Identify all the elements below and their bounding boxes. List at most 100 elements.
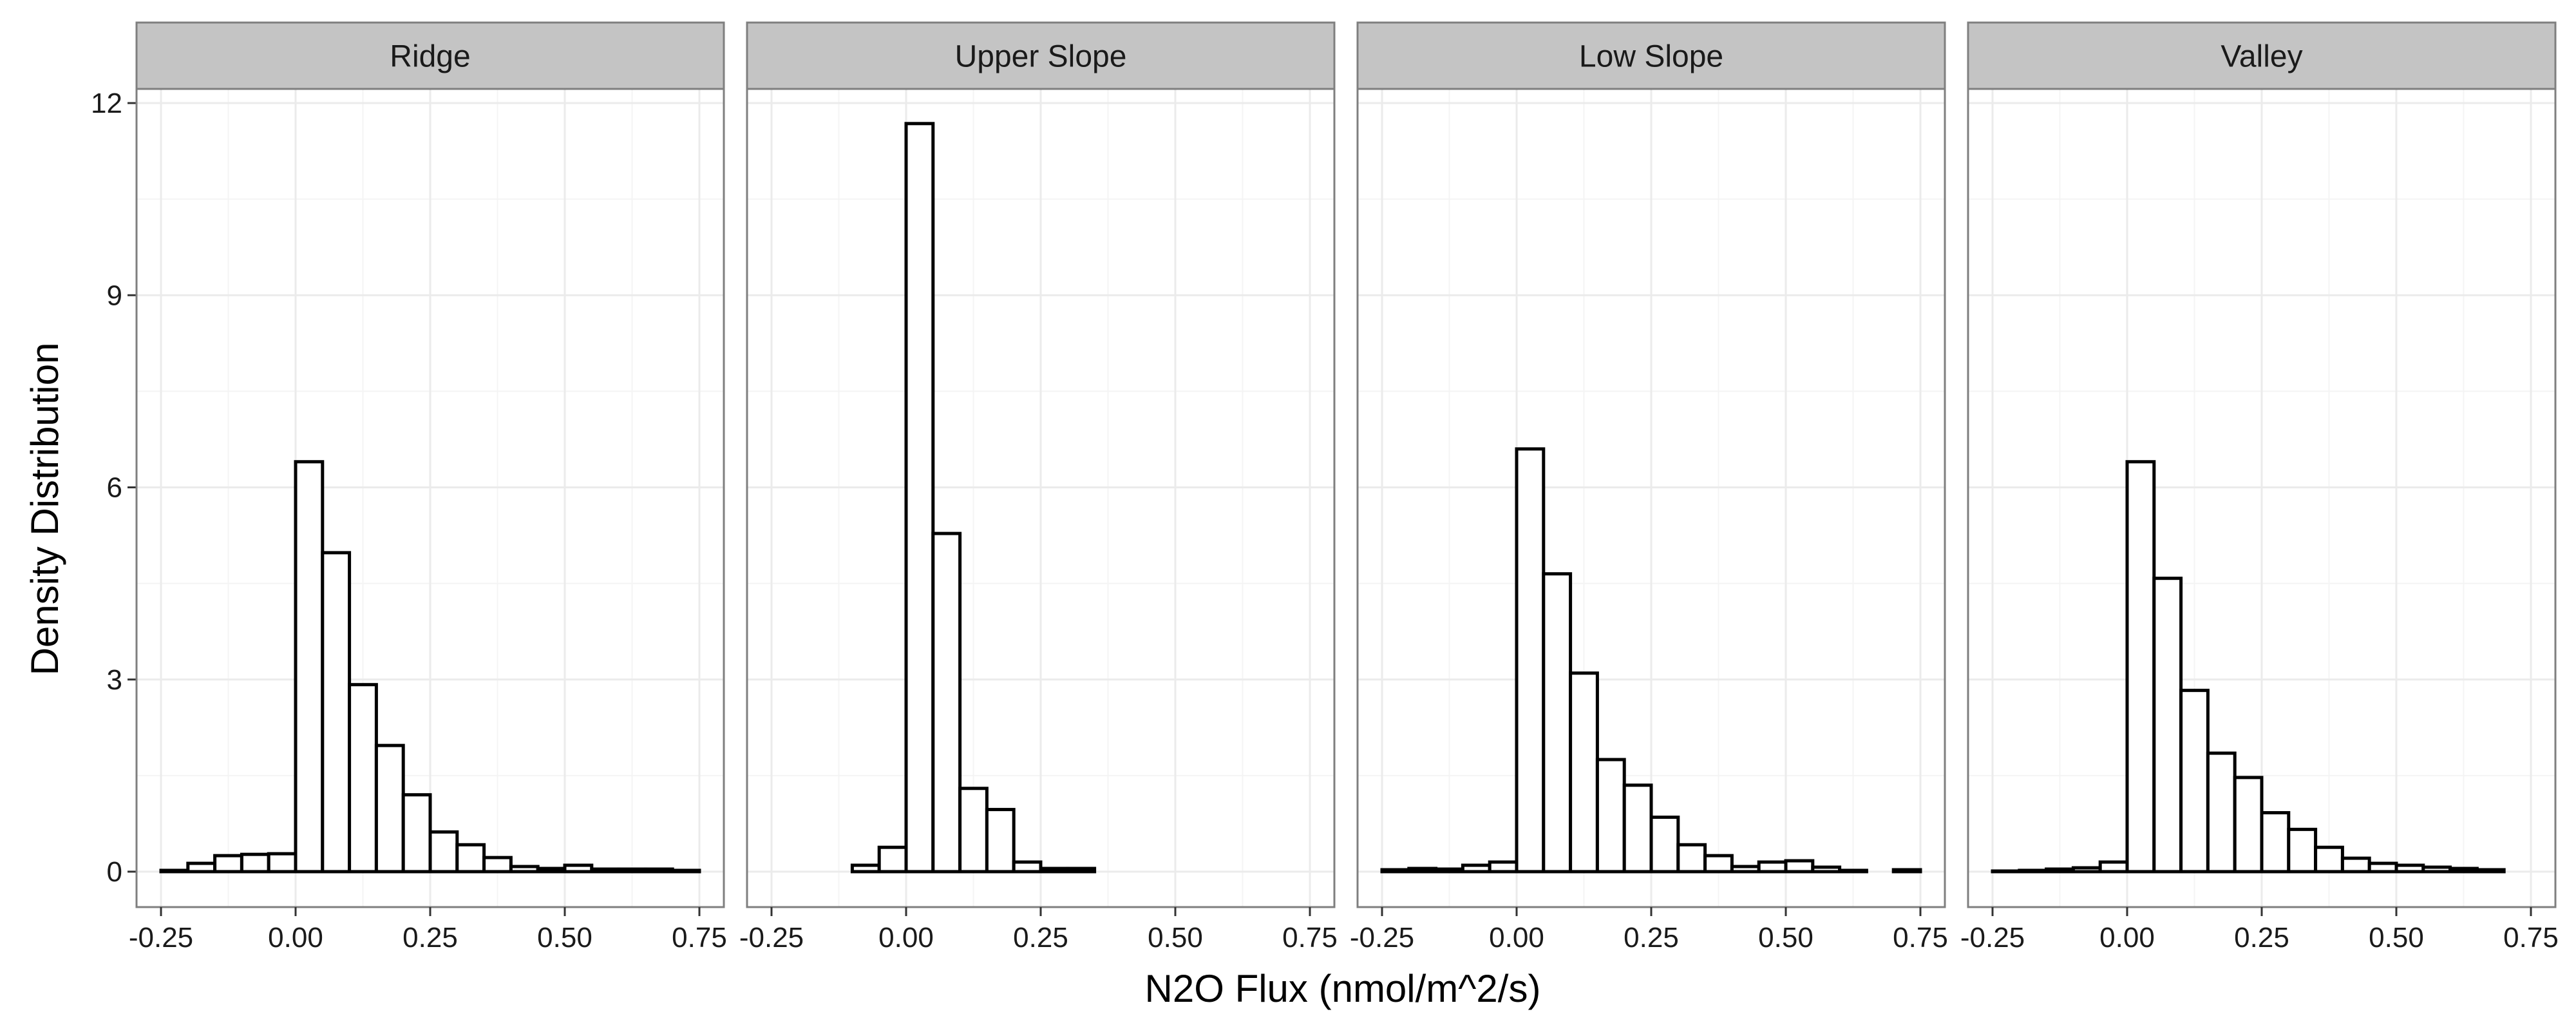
histogram-bar [348, 683, 378, 874]
facet-panel: Valley -0.25 0.00 0.25 0.50 0.75 [1960, 21, 2559, 953]
x-tick-label: 0.75 [2503, 922, 2559, 953]
histogram-bar [2340, 856, 2371, 874]
histogram-bar [1434, 867, 1464, 874]
histogram-bar [1595, 758, 1626, 874]
histogram-bar [958, 787, 989, 874]
x-tick-label: 0.25 [2234, 922, 2289, 953]
facet-strip [1356, 21, 1946, 90]
histogram-bar [2233, 776, 2264, 874]
histogram-bar [1991, 869, 2022, 874]
histogram-bar [1569, 671, 1599, 874]
histogram-bar [670, 868, 701, 874]
histogram-bar [563, 863, 594, 874]
histogram-bar [2098, 860, 2129, 874]
histogram-bar [2179, 689, 2210, 874]
facet-panel: Upper Slope -0.25 0.00 0.25 0.50 0.75 [739, 21, 1338, 953]
histogram-bar [1407, 866, 1438, 874]
facet-strip-label: Upper Slope [955, 40, 1127, 74]
histogram-bar [1757, 860, 1788, 874]
histogram-bar [1039, 866, 1070, 874]
histogram-bar [1066, 866, 1097, 874]
histogram-bar [2206, 751, 2237, 874]
x-tick-label: 0.25 [1013, 922, 1068, 953]
x-tick-label: 0.00 [878, 922, 934, 953]
histogram-bar [1649, 815, 1680, 874]
histogram-bar [904, 122, 935, 874]
histogram-bar [1380, 868, 1411, 874]
histogram-bar [2421, 865, 2452, 874]
x-tick-label: -0.25 [129, 922, 193, 953]
histogram-bar [374, 743, 405, 874]
facet-strip [135, 21, 725, 90]
histogram-bar [1703, 854, 1734, 874]
histogram-bar [1784, 859, 1815, 874]
facet-strip [1967, 21, 2557, 90]
x-tick-label: 0.50 [2369, 922, 2424, 953]
histogram-bar [2394, 863, 2425, 874]
histogram-bar [428, 830, 459, 874]
histogram-bar [1676, 843, 1707, 874]
histogram-bar [2152, 577, 2183, 874]
histogram-bar [2287, 827, 2318, 874]
histogram-bar [850, 863, 881, 874]
y-tick-label: 3 [107, 664, 122, 696]
histogram-bar [2367, 861, 2398, 874]
x-tick-label: -0.25 [1960, 922, 2025, 953]
histogram-bar [2071, 866, 2102, 874]
histogram-bar [1488, 860, 1519, 874]
histogram-bar [159, 868, 190, 874]
histogram-bar [2448, 866, 2479, 874]
histogram-bar [294, 460, 325, 874]
histogram-bar [1012, 860, 1043, 874]
facet-strip [746, 21, 1336, 90]
histogram-bar [931, 531, 962, 874]
histogram-bar [1811, 865, 1842, 874]
x-tick-label: 0.00 [1489, 922, 1544, 953]
histogram-bar [2125, 460, 2156, 874]
histogram-bar [985, 808, 1016, 874]
histogram-bar [536, 866, 567, 874]
histogram-bar [2045, 867, 2075, 874]
facet-panel: Low Slope -0.25 0.00 0.25 0.50 0.75 [1350, 21, 1948, 953]
histogram-bar [617, 867, 647, 874]
y-tick-label: 12 [91, 88, 122, 119]
facet-strip-label: Low Slope [1579, 40, 1723, 74]
facet-strip-label: Valley [2221, 40, 2302, 74]
histogram-bar [2018, 868, 2049, 874]
x-tick-label: 0.00 [268, 922, 323, 953]
x-tick-label: 0.25 [402, 922, 458, 953]
x-tick-label: 0.75 [1282, 922, 1338, 953]
histogram-bar [213, 854, 243, 874]
x-tick-label: 0.50 [537, 922, 592, 953]
histogram-bar [321, 551, 352, 874]
y-tick-label: 6 [107, 472, 122, 504]
y-tick-label: 0 [107, 856, 122, 888]
histogram-bar [455, 843, 486, 874]
x-tick-label: 0.50 [1758, 922, 1814, 953]
x-tick-label: 0.00 [2099, 922, 2155, 953]
histogram-bar [1622, 783, 1653, 874]
y-axis-title: Density Distribution [23, 343, 66, 676]
histogram-bar [2314, 845, 2344, 874]
histogram-bar [401, 793, 432, 874]
histogram-bar [877, 845, 908, 874]
histogram-bar [2475, 868, 2506, 874]
x-tick-label: -0.25 [739, 922, 804, 953]
histogram-bar [482, 856, 513, 874]
histogram-bar [509, 865, 540, 874]
histogram-bar [267, 852, 298, 874]
x-tick-label: -0.25 [1350, 922, 1414, 953]
facet-panel: Ridge -0.25 0.00 0.25 0.50 0.75 [129, 21, 727, 953]
x-axis-title: N2O Flux (nmol/m^2/s) [1145, 967, 1541, 1010]
histogram-bar [1461, 863, 1492, 874]
histogram-bar [1838, 868, 1868, 874]
histogram-bar [643, 867, 674, 874]
histogram-bar [1730, 865, 1761, 874]
histogram-bar [590, 867, 621, 874]
histogram-bar [1515, 447, 1546, 874]
facet-strip-label: Ridge [390, 40, 470, 74]
x-tick-label: 0.25 [1624, 922, 1679, 953]
histogram-bar [1891, 868, 1922, 874]
